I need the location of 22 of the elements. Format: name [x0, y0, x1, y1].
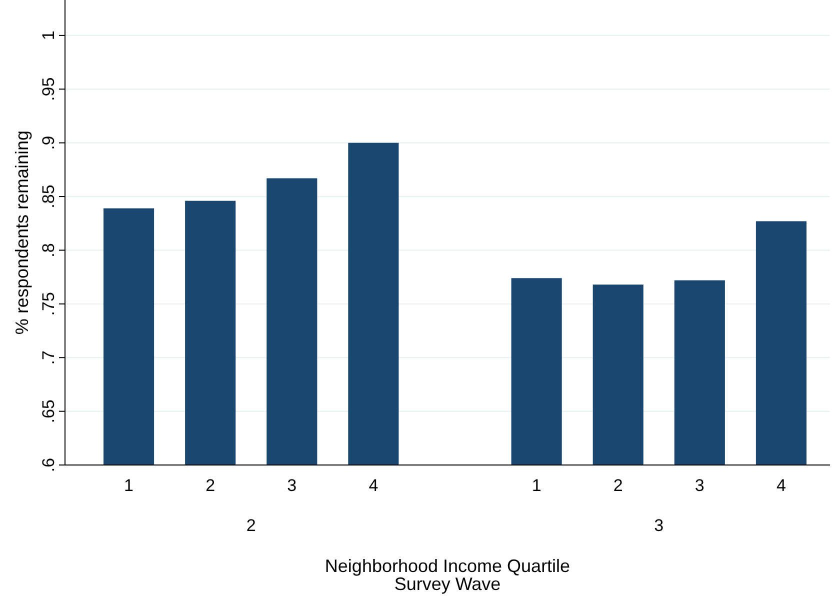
- x-tick-label: 4: [368, 476, 378, 495]
- x-tick-label: 1: [532, 476, 542, 495]
- y-axis-title: % respondents remaining: [12, 130, 32, 335]
- y-tick-label: .95: [39, 77, 58, 101]
- y-tick-label: .9: [39, 136, 58, 150]
- y-tick-label: .8: [39, 243, 58, 258]
- y-tick-label: .75: [39, 292, 58, 316]
- x-tick-label: 3: [287, 476, 297, 495]
- text: 3: [654, 516, 664, 535]
- x-tick-label: 3: [694, 476, 704, 495]
- text: Survey Wave: [394, 574, 501, 594]
- x-axis-title: Neighborhood Income Quartile: [324, 556, 570, 576]
- y-tick-label: .85: [39, 184, 58, 208]
- x-tick-label: 1: [124, 476, 134, 495]
- y-tick-label: .6: [39, 458, 58, 472]
- x-tick-label: 2: [206, 476, 216, 495]
- y-tick-label: .65: [39, 399, 58, 424]
- x-tick-label: 2: [613, 476, 623, 495]
- text: 2: [246, 516, 256, 535]
- y-tick-label: .7: [39, 350, 58, 365]
- x-tick-label: 4: [776, 476, 786, 495]
- y-tick-label: 1: [39, 30, 58, 40]
